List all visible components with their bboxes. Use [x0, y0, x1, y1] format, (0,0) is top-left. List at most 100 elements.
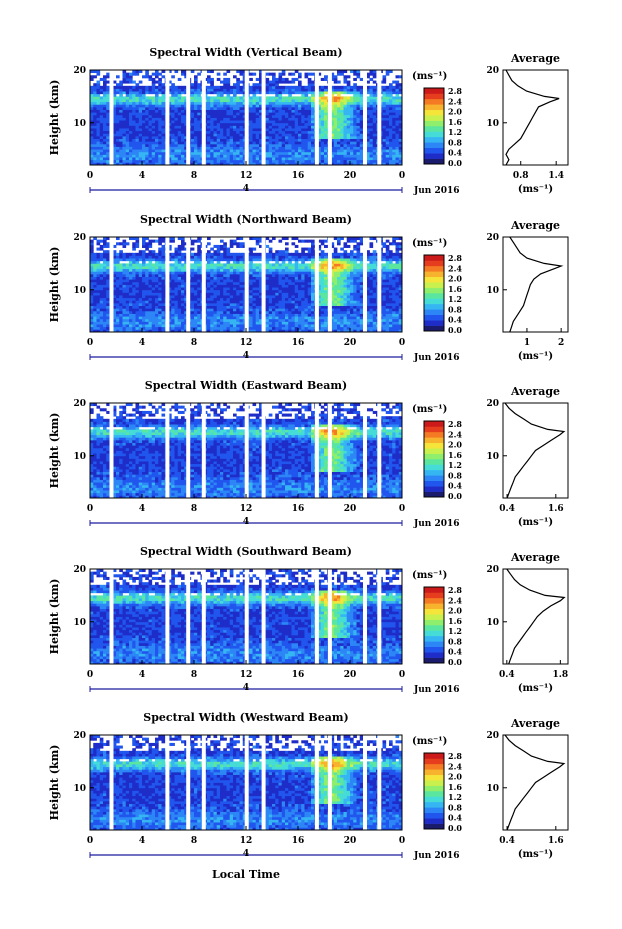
heatmap-cell [171, 321, 175, 325]
heatmap-cell [330, 109, 335, 113]
heatmap-cell [103, 252, 107, 256]
heatmap-cell [229, 324, 234, 328]
heatmap-cell [116, 112, 120, 116]
heatmap-cell [346, 141, 351, 145]
heatmap-cell [226, 120, 231, 124]
heatmap-cell [210, 305, 214, 309]
heatmap-cell [99, 143, 104, 147]
heatmap-cell [239, 130, 244, 134]
heatmap-cell [259, 263, 263, 267]
heatmap-cell [304, 125, 309, 129]
heatmap-cell [382, 117, 387, 121]
heatmap-cell [112, 101, 117, 105]
heatmap-cell [197, 91, 201, 95]
heatmap-cell [103, 324, 107, 328]
heatmap-cell [366, 106, 370, 110]
heatmap-cell [184, 255, 188, 259]
heatmap-cell [229, 271, 234, 275]
heatmap-cell [122, 271, 127, 275]
heatmap-cell [320, 93, 325, 97]
heatmap-cell [116, 297, 120, 301]
heatmap-cell [265, 244, 270, 248]
heatmap-cell [99, 239, 104, 243]
heatmap-cell [181, 255, 185, 259]
heatmap-cell [142, 292, 146, 296]
heatmap-cell [190, 310, 195, 314]
heatmap-cell [151, 138, 156, 142]
heatmap-cell [340, 141, 344, 145]
heatmap-cell [294, 154, 299, 158]
heatmap-cell [220, 313, 224, 317]
heatmap-cell [252, 146, 257, 150]
heatmap-cell [223, 279, 227, 283]
heatmap-cell [135, 122, 140, 126]
heatmap-cell [272, 305, 276, 309]
heatmap-cell [220, 91, 224, 95]
heatmap-cell [184, 141, 188, 145]
heatmap-cell [239, 91, 244, 95]
heatmap-cell [307, 104, 312, 108]
heatmap-cell [145, 237, 149, 241]
heatmap-cell [135, 91, 140, 95]
heatmap-cell [216, 287, 221, 291]
heatmap-cell [116, 130, 120, 134]
heatmap-cell [239, 135, 244, 140]
heatmap-cell [151, 329, 156, 333]
heatmap-cell [272, 318, 276, 322]
heatmap-cell [174, 313, 179, 317]
heatmap-cell [288, 106, 292, 110]
heatmap-cell [330, 122, 335, 126]
heatmap-cell [213, 318, 218, 322]
heatmap-cell [382, 88, 387, 92]
heatmap-cell [236, 70, 240, 74]
heatmap-cell [119, 91, 123, 95]
heatmap-cell [96, 316, 101, 320]
heatmap-cell [249, 308, 253, 312]
heatmap-cell [252, 112, 257, 116]
heatmap-cell [122, 297, 127, 301]
heatmap-cell [103, 273, 107, 277]
heatmap-cell [142, 244, 146, 248]
heatmap-cell [138, 292, 143, 296]
heatmap-cell [151, 289, 156, 293]
heatmap-cell [122, 284, 127, 288]
heatmap-cell [116, 151, 120, 155]
heatmap-cell [249, 313, 253, 317]
heatmap-cell [272, 300, 276, 304]
heatmap-cell [171, 271, 175, 275]
heatmap-cell [229, 109, 234, 113]
heatmap-cell [220, 157, 224, 161]
heatmap-cell [307, 88, 312, 92]
heatmap-cell [333, 80, 338, 84]
heatmap-cell [233, 313, 237, 317]
heatmap-cell [252, 268, 257, 272]
heatmap-cell [226, 133, 231, 137]
heatmap-cell [278, 99, 283, 103]
heatmap-cell [151, 117, 156, 121]
heatmap-cell [135, 117, 140, 121]
heatmap-cell [158, 297, 162, 301]
heatmap-cell [239, 281, 244, 285]
heatmap-cell [259, 104, 263, 108]
heatmap-cell [174, 133, 179, 137]
heatmap-cell [106, 93, 110, 97]
heatmap-cell [216, 72, 221, 76]
heatmap-cell [268, 143, 273, 147]
heatmap-cell [268, 297, 273, 301]
heatmap-cell [112, 80, 117, 84]
heatmap-cell [99, 316, 104, 320]
heatmap-cell [93, 146, 97, 150]
heatmap-cell [278, 146, 283, 150]
heatmap-cell [158, 77, 162, 81]
heatmap-cell [223, 329, 227, 333]
heatmap-cell [382, 101, 387, 105]
heatmap-cell [158, 91, 162, 95]
heatmap-cell [103, 106, 107, 110]
heatmap-cell [255, 101, 260, 105]
heatmap-cell [93, 292, 97, 296]
heatmap-cell [216, 297, 221, 301]
heatmap-cell [229, 162, 234, 166]
heatmap-cell [265, 287, 270, 291]
heatmap-cell [291, 128, 296, 132]
heatmap-cell [317, 162, 322, 166]
